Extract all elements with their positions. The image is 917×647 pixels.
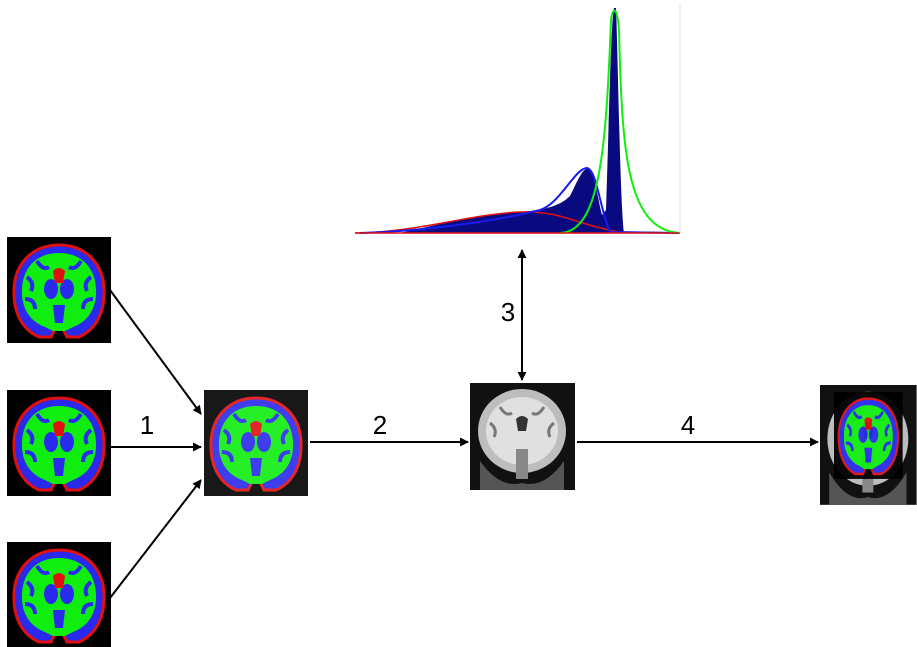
step-label: 1 bbox=[140, 410, 154, 440]
arrow bbox=[110, 480, 201, 598]
atlas-image bbox=[7, 542, 111, 647]
pipeline-diagram: 1 2 3 4 bbox=[0, 0, 917, 647]
arrow bbox=[110, 290, 201, 414]
step-label: 4 bbox=[681, 410, 695, 440]
result-image bbox=[820, 385, 917, 505]
histogram bbox=[355, 5, 680, 233]
step-label: 3 bbox=[501, 297, 515, 327]
fused-atlas-image bbox=[204, 390, 308, 496]
atlas-image bbox=[7, 237, 111, 343]
step-label: 2 bbox=[373, 410, 387, 440]
mri-image bbox=[470, 383, 575, 490]
atlas-image bbox=[7, 390, 111, 496]
